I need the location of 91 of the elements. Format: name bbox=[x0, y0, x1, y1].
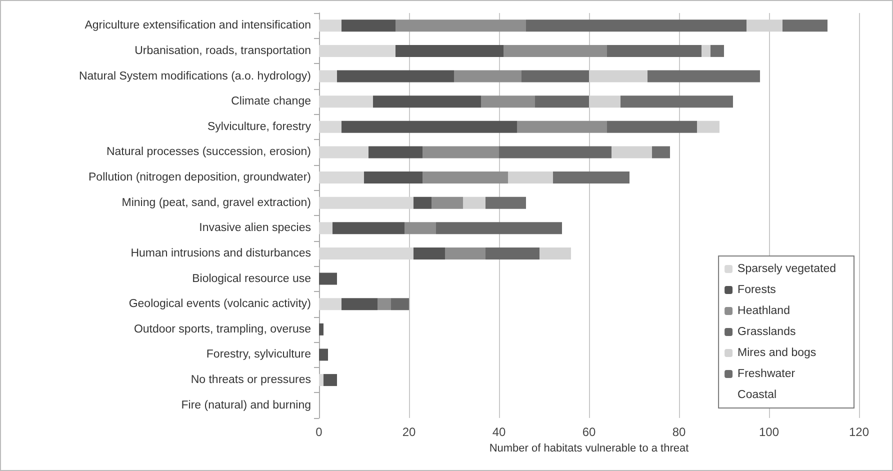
bar bbox=[540, 247, 571, 260]
x-tick-label: 60 bbox=[582, 425, 596, 439]
bar bbox=[422, 146, 499, 158]
y-tick-label: Natural processes (succession, erosion) bbox=[106, 146, 312, 158]
bar bbox=[422, 172, 508, 184]
bar bbox=[319, 272, 337, 285]
bar bbox=[486, 247, 540, 260]
bar bbox=[319, 120, 342, 133]
bar bbox=[697, 120, 720, 133]
bar bbox=[364, 172, 422, 184]
bar bbox=[404, 222, 436, 234]
bar bbox=[342, 20, 396, 32]
bar bbox=[648, 70, 760, 82]
bar bbox=[319, 222, 332, 234]
y-tick-label: Urbanisation, roads, transportation bbox=[134, 44, 311, 57]
bar bbox=[319, 96, 373, 108]
legend-label: Grasslands bbox=[738, 326, 796, 338]
bar bbox=[414, 196, 432, 209]
y-tick-label: Forestry, sylviculture bbox=[206, 348, 311, 361]
bar bbox=[481, 96, 535, 108]
bar bbox=[319, 172, 364, 184]
bar bbox=[499, 146, 612, 158]
bar bbox=[526, 20, 746, 32]
y-tick-label: Pollution (nitrogen deposition, groundwater) bbox=[88, 172, 312, 184]
bar bbox=[504, 44, 607, 57]
bar bbox=[342, 120, 517, 133]
bar bbox=[607, 120, 697, 133]
bar bbox=[436, 222, 562, 234]
bar bbox=[319, 146, 368, 158]
bar bbox=[319, 298, 342, 310]
y-tick-label: Fire (natural) and burning bbox=[181, 399, 311, 412]
y-tick-label: No threats or pressures bbox=[190, 374, 312, 386]
y-tick-label: Mining (peat, sand, gravel extraction) bbox=[122, 196, 312, 209]
y-tick-label: Sylviculture, forestry bbox=[207, 120, 312, 133]
legend-label: Forests bbox=[738, 284, 776, 296]
bar bbox=[332, 222, 404, 234]
y-tick-label: Invasive alien species bbox=[199, 222, 312, 234]
bar bbox=[710, 44, 724, 57]
x-axis-title: Number of habitats vulnerable to a threat bbox=[489, 442, 689, 454]
bar bbox=[391, 298, 409, 310]
bar bbox=[517, 120, 607, 133]
bar bbox=[319, 323, 324, 336]
y-tick-label: Geological events (volcanic activity) bbox=[128, 298, 312, 310]
y-tick-label: Biological resource use bbox=[192, 272, 311, 285]
x-tick-label: 20 bbox=[402, 425, 416, 439]
bar bbox=[319, 44, 396, 57]
x-tick-label: 0 bbox=[316, 425, 323, 439]
bar bbox=[319, 247, 414, 260]
bar bbox=[414, 247, 445, 260]
x-tick-label: 40 bbox=[492, 425, 506, 439]
bar bbox=[337, 70, 454, 82]
bar bbox=[368, 146, 422, 158]
y-tick-label: Climate change bbox=[231, 96, 311, 108]
bar bbox=[319, 20, 342, 32]
bar bbox=[652, 146, 670, 158]
x-tick-label: 80 bbox=[672, 425, 686, 439]
bar bbox=[454, 70, 522, 82]
bar bbox=[522, 70, 589, 82]
text: Coastal bbox=[738, 389, 777, 401]
bar bbox=[553, 172, 630, 184]
bar bbox=[396, 44, 504, 57]
legend-label: Sparsely vegetated bbox=[738, 263, 836, 275]
bar bbox=[508, 172, 553, 184]
y-tick-label: Natural System modifications (a.o. hydrology) bbox=[78, 70, 312, 82]
bar bbox=[620, 96, 733, 108]
legend-label: Heathland bbox=[738, 305, 790, 317]
bar bbox=[319, 196, 414, 209]
bar bbox=[612, 146, 652, 158]
bar bbox=[373, 96, 481, 108]
legend-label: Freshwater bbox=[738, 368, 796, 380]
bar bbox=[463, 196, 486, 209]
bar bbox=[319, 374, 324, 386]
y-tick-label: Human intrusions and disturbances bbox=[130, 247, 312, 260]
y-tick-label: Agriculture extensification and intensification bbox=[84, 20, 311, 32]
legend-label: Mires and bogs bbox=[738, 347, 816, 359]
bar bbox=[445, 247, 486, 260]
x-tick-label: 120 bbox=[848, 425, 870, 439]
bar bbox=[342, 298, 378, 310]
bar bbox=[702, 44, 710, 57]
bar bbox=[319, 348, 328, 361]
bar bbox=[396, 20, 526, 32]
bar bbox=[607, 44, 702, 57]
bar bbox=[432, 196, 463, 209]
bar bbox=[486, 196, 526, 209]
bar bbox=[319, 70, 337, 82]
bar bbox=[535, 96, 589, 108]
bar bbox=[782, 20, 828, 32]
bar bbox=[324, 374, 337, 386]
y-tick-label: Outdoor sports, trampling, overuse bbox=[134, 323, 311, 336]
x-tick-label: 100 bbox=[758, 425, 780, 439]
bar bbox=[378, 298, 391, 310]
